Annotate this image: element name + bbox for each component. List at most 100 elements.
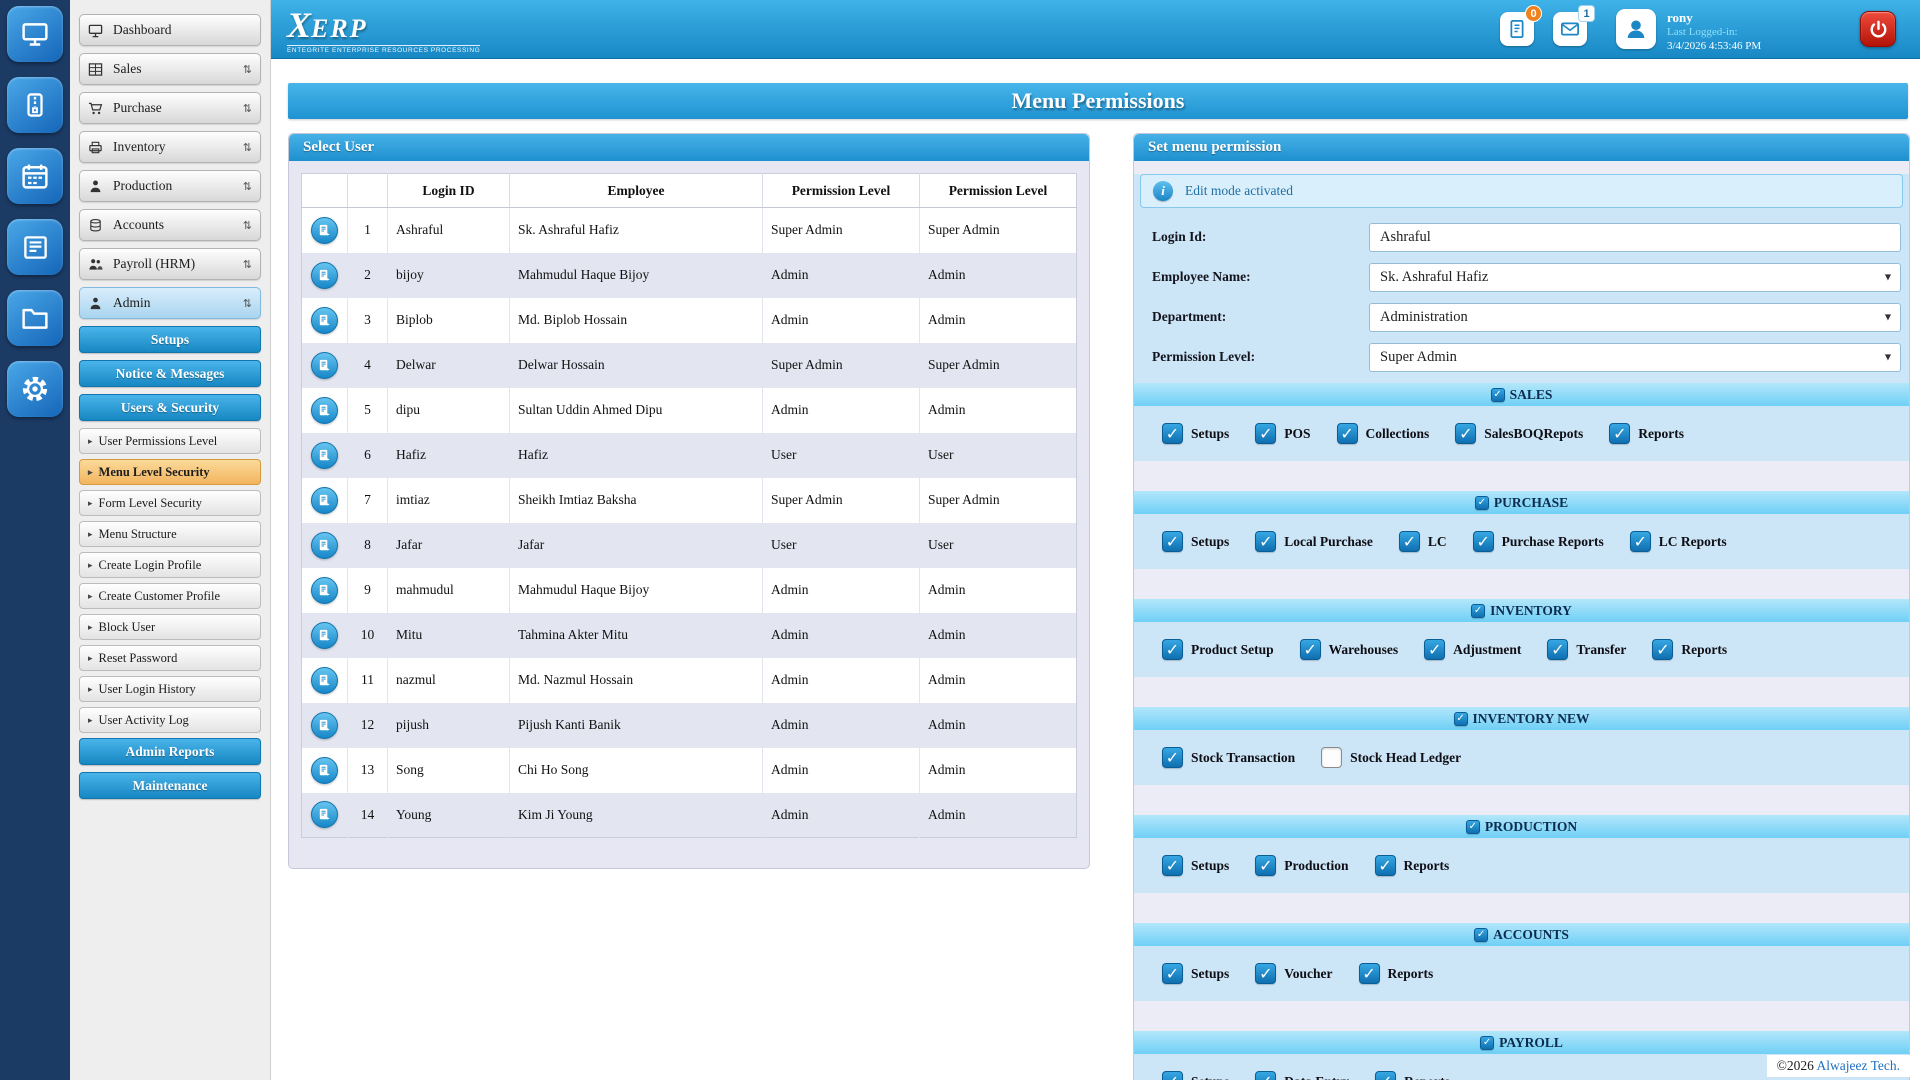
monitor-icon[interactable] [7,6,63,62]
sidebar-sub-item[interactable]: ▸ User Activity Log [79,707,261,733]
table-row[interactable]: 13 Song Chi Ho Song Admin Admin [301,747,1077,793]
select-user-button[interactable] [311,531,338,559]
notifications-document-button[interactable]: 0 [1500,5,1542,46]
group-checkbox-payroll[interactable] [1480,1035,1495,1050]
logout-power-button[interactable] [1860,11,1896,47]
group-checkbox-purchase[interactable] [1474,495,1489,510]
table-row[interactable]: 4 Delwar Delwar Hossain Super Admin Supe… [301,342,1077,388]
permission-checkbox[interactable] [1162,855,1183,876]
permission-checkbox[interactable] [1375,1071,1397,1080]
permission-checkbox[interactable] [1162,1071,1183,1080]
sidebar-group-admin-reports[interactable]: Admin Reports [79,738,261,765]
select-user-button[interactable] [311,396,338,424]
table-row[interactable]: 9 mahmudul Mahmudul Haque Bijoy Admin Ad… [301,567,1077,613]
sidebar-sub-item[interactable]: ▸ Create Login Profile [79,552,261,578]
permission-checkbox[interactable] [1358,963,1380,984]
login-id-input[interactable] [1369,222,1901,252]
sidebar-sub-item[interactable]: ▸ Form Level Security [79,490,261,516]
select-user-button[interactable] [311,756,338,784]
group-checkbox-production[interactable] [1465,819,1480,834]
select-user-button[interactable] [311,621,338,649]
sidebar-item-accounts[interactable]: Accounts ⇅ [79,209,261,241]
select-user-button[interactable] [311,351,338,379]
table-row[interactable]: 10 Mitu Tahmina Akter Mitu Admin Admin [301,612,1077,658]
calendar-icon[interactable] [7,148,63,204]
sidebar-item-dashboard[interactable]: Dashboard [79,14,261,46]
permission-checkbox[interactable] [1652,639,1674,660]
table-row[interactable]: 11 nazmul Md. Nazmul Hossain Admin Admin [301,657,1077,703]
select-user-button[interactable] [311,711,338,739]
permission-checkbox[interactable] [1424,639,1446,660]
group-checkbox-inventory[interactable] [1471,603,1486,618]
permission-checkbox[interactable] [1162,963,1183,984]
permission-checkbox[interactable] [1255,855,1277,876]
permission-checkbox[interactable] [1629,531,1651,552]
sidebar-sub-item[interactable]: ▸ Menu Level Security [79,459,261,485]
news-icon[interactable] [7,219,63,275]
select-user-button[interactable] [311,261,338,289]
select-user-button[interactable] [311,801,338,829]
gear-icon[interactable] [7,361,63,417]
employee-name-select[interactable]: Sk. Ashraful Hafiz [1369,262,1901,292]
sidebar-item-purchase[interactable]: Purchase ⇅ [79,92,261,124]
sidebar-sub-item[interactable]: ▸ Reset Password [79,645,261,671]
permission-checkbox[interactable] [1321,747,1343,768]
sidebar-item-admin[interactable]: Admin ⇅ [79,287,261,319]
group-checkbox-accounts[interactable] [1474,927,1489,942]
permission-checkbox[interactable] [1398,531,1420,552]
permission-checkbox[interactable] [1255,531,1277,552]
select-user-button[interactable] [311,486,338,514]
sidebar-item-production[interactable]: Production ⇅ [79,170,261,202]
permission-checkbox[interactable] [1162,423,1183,444]
sidebar-sub-item[interactable]: ▸ Block User [79,614,261,640]
table-row[interactable]: 7 imtiaz Sheikh Imtiaz Baksha Super Admi… [301,477,1077,523]
sidebar-group-setups[interactable]: Setups [79,326,261,353]
permission-checkbox[interactable] [1609,423,1631,444]
permission-checkbox[interactable] [1374,855,1396,876]
group-checkbox-inventory-new[interactable] [1453,711,1468,726]
folder-icon[interactable] [7,290,63,346]
table-row[interactable]: 1 Ashraful Sk. Ashraful Hafiz Super Admi… [301,207,1077,253]
sidebar-sub-item[interactable]: ▸ User Permissions Level [79,428,261,454]
permission-checkbox[interactable] [1299,639,1321,660]
permission-checkbox[interactable] [1455,423,1477,444]
department-select[interactable]: Administration [1369,302,1901,332]
table-row[interactable]: 5 dipu Sultan Uddin Ahmed Dipu Admin Adm… [301,387,1077,433]
logo-tagline: ENTEGRITE ENTERPRISE RESOURCES PROCESSIN… [287,45,481,54]
sidebar-sub-item[interactable]: ▸ User Login History [79,676,261,702]
table-row[interactable]: 14 Young Kim Ji Young Admin Admin [301,792,1077,838]
sidebar-group-notice-messages[interactable]: Notice & Messages [79,360,261,387]
select-user-button[interactable] [311,666,338,694]
sidebar-item-inventory[interactable]: Inventory ⇅ [79,131,261,163]
permission-checkbox[interactable] [1162,639,1183,660]
permission-checkbox[interactable] [1472,531,1494,552]
group-checkbox-sales[interactable] [1490,387,1505,402]
messages-button[interactable]: 1 [1553,5,1595,46]
table-row[interactable]: 3 Biplob Md. Biplob Hossain Admin Admin [301,297,1077,343]
table-row[interactable]: 12 pijush Pijush Kanti Banik Admin Admin [301,702,1077,748]
permission-checkbox[interactable] [1255,423,1277,444]
permission-checkbox[interactable] [1547,639,1569,660]
sidebar-item-payroll[interactable]: Payroll (HRM) ⇅ [79,248,261,280]
table-row[interactable]: 8 Jafar Jafar User User [301,522,1077,568]
permission-checkbox[interactable] [1336,423,1358,444]
permission-level-select[interactable]: Super Admin [1369,342,1901,372]
select-user-button[interactable] [311,441,338,469]
select-user-button[interactable] [311,306,338,334]
permission-checkbox[interactable] [1162,531,1183,552]
permission-checkbox[interactable] [1255,1071,1277,1080]
permission-checkbox[interactable] [1255,963,1277,984]
select-user-button[interactable] [311,216,338,244]
sidebar-sub-item[interactable]: ▸ Create Customer Profile [79,583,261,609]
company-link[interactable]: Alwajeez Tech. [1816,1058,1900,1073]
sidebar-group-users-security[interactable]: Users & Security [79,394,261,421]
sidebar-sub-item[interactable]: ▸ Menu Structure [79,521,261,547]
sidebar-group-maintenance[interactable]: Maintenance [79,772,261,799]
select-user-button[interactable] [311,576,338,604]
permission-checkbox[interactable] [1162,747,1183,768]
table-row[interactable]: 2 bijoy Mahmudul Haque Bijoy Admin Admin [301,252,1077,298]
device-icon[interactable] [7,77,63,133]
user-profile-button[interactable] [1616,9,1656,49]
table-row[interactable]: 6 Hafiz Hafiz User User [301,432,1077,478]
sidebar-item-sales[interactable]: Sales ⇅ [79,53,261,85]
